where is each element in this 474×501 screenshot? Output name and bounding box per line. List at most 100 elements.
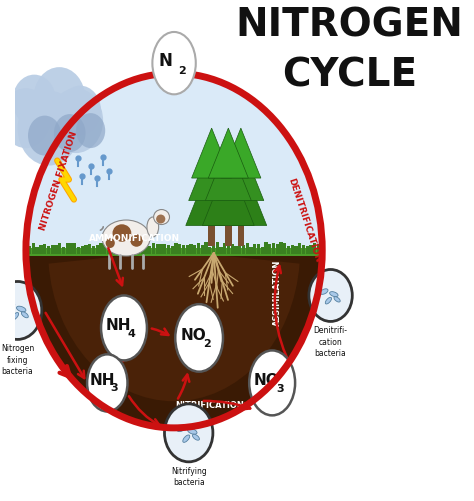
Bar: [174, 243, 178, 255]
Ellipse shape: [177, 425, 186, 431]
Bar: [253, 245, 256, 255]
Bar: [242, 244, 245, 255]
Bar: [171, 246, 174, 255]
Text: NH: NH: [90, 373, 116, 388]
Ellipse shape: [130, 234, 143, 247]
Text: Denitrifi-
cation
bacteria: Denitrifi- cation bacteria: [314, 327, 347, 358]
Circle shape: [28, 116, 62, 156]
Bar: [279, 246, 283, 255]
Bar: [185, 246, 189, 255]
Text: NITROGEN FIXATION: NITROGEN FIXATION: [38, 130, 79, 231]
Ellipse shape: [192, 434, 200, 440]
Bar: [36, 245, 39, 255]
Bar: [137, 246, 140, 255]
Ellipse shape: [21, 312, 28, 318]
Text: CYCLE: CYCLE: [282, 57, 417, 95]
Wedge shape: [26, 250, 322, 428]
Circle shape: [1, 88, 51, 148]
Ellipse shape: [102, 220, 150, 256]
Polygon shape: [189, 143, 235, 200]
Ellipse shape: [87, 354, 128, 411]
Bar: [208, 244, 211, 255]
Circle shape: [59, 86, 101, 136]
Bar: [88, 243, 91, 255]
Bar: [298, 244, 301, 255]
Bar: [140, 245, 144, 255]
Bar: [261, 243, 264, 255]
Polygon shape: [218, 143, 264, 200]
Bar: [287, 245, 290, 255]
Bar: [178, 247, 182, 255]
Circle shape: [76, 113, 105, 148]
Bar: [291, 242, 294, 255]
Bar: [92, 245, 95, 255]
Bar: [193, 242, 196, 255]
Circle shape: [34, 67, 85, 129]
Ellipse shape: [6, 303, 15, 309]
Bar: [39, 244, 43, 255]
Bar: [43, 245, 46, 255]
Ellipse shape: [183, 435, 190, 442]
Bar: [310, 245, 313, 255]
Bar: [306, 244, 309, 255]
Bar: [155, 244, 159, 255]
Bar: [118, 246, 121, 255]
Text: N: N: [158, 52, 172, 70]
Bar: [283, 245, 286, 255]
Bar: [81, 243, 84, 255]
Bar: [32, 242, 35, 255]
Ellipse shape: [188, 428, 197, 434]
Bar: [62, 246, 65, 255]
Bar: [294, 246, 298, 255]
Bar: [47, 243, 50, 255]
Bar: [51, 245, 54, 255]
Circle shape: [13, 75, 56, 127]
Bar: [77, 245, 80, 255]
Bar: [189, 242, 192, 255]
Bar: [54, 245, 58, 255]
Bar: [122, 245, 125, 255]
Bar: [107, 243, 110, 255]
Bar: [148, 242, 151, 255]
Text: NITRIFICATION: NITRIFICATION: [175, 401, 244, 410]
Ellipse shape: [156, 214, 165, 223]
Ellipse shape: [147, 217, 159, 237]
Bar: [73, 242, 76, 255]
Text: AMMONIFICATION: AMMONIFICATION: [89, 233, 180, 242]
Bar: [197, 244, 200, 255]
Text: NITROGEN: NITROGEN: [236, 7, 463, 45]
Bar: [317, 246, 320, 255]
Circle shape: [309, 270, 352, 322]
Bar: [110, 244, 114, 255]
Circle shape: [26, 73, 322, 428]
Polygon shape: [221, 128, 261, 178]
Text: 3: 3: [110, 383, 118, 393]
Ellipse shape: [17, 306, 26, 312]
Bar: [28, 245, 31, 255]
Bar: [264, 244, 268, 255]
Text: Nitrogen
fixing
bacteria: Nitrogen fixing bacteria: [1, 344, 34, 376]
Polygon shape: [215, 160, 267, 225]
Polygon shape: [202, 160, 254, 225]
Ellipse shape: [320, 289, 328, 295]
Bar: [133, 245, 137, 255]
Bar: [144, 246, 147, 255]
Bar: [237, 223, 244, 245]
Bar: [96, 246, 99, 255]
Bar: [246, 242, 249, 255]
Bar: [201, 245, 204, 255]
Ellipse shape: [106, 238, 115, 248]
Bar: [268, 244, 272, 255]
Ellipse shape: [249, 350, 295, 415]
Circle shape: [54, 114, 86, 152]
Text: NH: NH: [106, 318, 131, 333]
Polygon shape: [191, 128, 232, 178]
Bar: [26, 247, 322, 257]
Text: Nitrifying
bacteria: Nitrifying bacteria: [171, 467, 207, 487]
Bar: [69, 245, 73, 255]
Bar: [219, 247, 223, 255]
Circle shape: [164, 404, 213, 462]
Circle shape: [18, 91, 80, 165]
Polygon shape: [186, 160, 237, 225]
Bar: [103, 243, 106, 255]
